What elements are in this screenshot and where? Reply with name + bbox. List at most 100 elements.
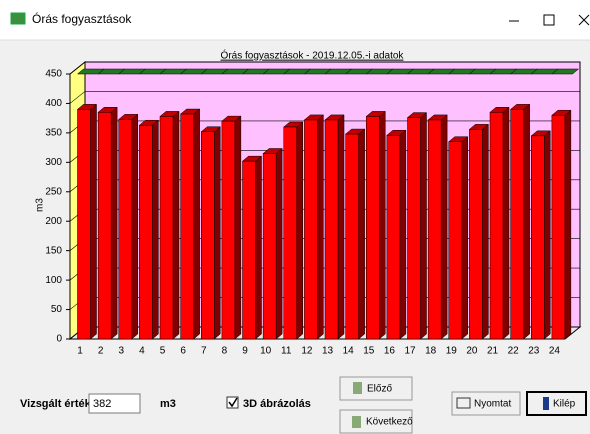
bar-side	[564, 109, 572, 340]
bar	[262, 153, 277, 340]
bar	[180, 113, 194, 340]
exit-icon	[543, 397, 549, 410]
measured-input[interactable]	[88, 393, 141, 414]
x-tick-label: 21	[487, 346, 499, 357]
x-tick-label: 6	[180, 346, 186, 357]
x-tick-label: 13	[322, 346, 334, 357]
x-tick-label: 23	[528, 346, 540, 357]
chart-title: Órás fogyasztások - 2019.12.05.-i adatok	[221, 49, 405, 62]
title-bar	[0, 0, 590, 40]
next-label: Következő	[366, 417, 413, 428]
bar-side	[523, 103, 530, 340]
exit-button[interactable]	[526, 391, 587, 416]
y-tick-label: 350	[45, 128, 62, 139]
x-tick-label: 3	[118, 346, 124, 357]
bar	[427, 119, 442, 340]
checkmark	[228, 397, 238, 408]
measured-label: Vizsgált érték	[20, 398, 92, 410]
next-icon	[352, 416, 361, 428]
checkbox-label: 3D ábrázolás	[243, 398, 311, 410]
bar-side	[317, 114, 324, 340]
bar-side	[110, 106, 118, 340]
bar-side	[234, 115, 242, 340]
bar-side	[90, 103, 97, 340]
bar	[118, 119, 132, 340]
bar	[77, 109, 91, 340]
y-tick-label: 400	[45, 98, 62, 109]
exit-label: Kilép	[553, 399, 576, 410]
bar	[97, 112, 112, 340]
y-tick-label: 300	[45, 157, 62, 168]
y-tick-label: 100	[45, 275, 62, 286]
bar-side	[275, 147, 283, 340]
x-tick-label: 10	[260, 346, 272, 357]
grid-line	[69, 61, 86, 75]
bar-side	[440, 114, 448, 340]
bar-side	[193, 108, 200, 340]
bar	[489, 112, 504, 340]
bar	[201, 131, 215, 340]
bar	[386, 134, 401, 340]
bar	[221, 120, 236, 340]
bar	[366, 116, 380, 340]
bar	[469, 129, 483, 340]
prev-label: Előző	[367, 384, 392, 395]
y-tick-label: 150	[45, 245, 62, 256]
x-tick-label: 16	[384, 346, 396, 357]
bar	[139, 124, 153, 340]
x-tick-label: 15	[363, 346, 375, 357]
print-icon	[456, 397, 471, 409]
x-tick-label: 17	[404, 346, 416, 357]
bar-side	[214, 126, 221, 340]
bar	[531, 135, 545, 340]
maximize-button[interactable]	[543, 14, 555, 26]
window-title: Órás fogyasztások	[32, 11, 132, 26]
close-button[interactable]	[578, 14, 590, 26]
bar-side	[358, 128, 365, 340]
bar-side	[337, 114, 345, 340]
bar-side	[296, 121, 303, 340]
y-tick-label: 450	[45, 69, 62, 80]
unit-label: m3	[160, 398, 176, 410]
bar	[283, 126, 297, 340]
x-tick-label: 1	[77, 346, 83, 357]
bar-side	[420, 112, 427, 340]
bar-side	[172, 110, 180, 340]
x-tick-label: 8	[222, 346, 228, 357]
x-tick-label: 11	[281, 346, 292, 357]
bar	[407, 117, 421, 340]
y-tick-label: 200	[45, 216, 62, 227]
bar	[551, 114, 566, 340]
print-label: Nyomtat	[474, 399, 511, 410]
checkbox[interactable]	[226, 396, 239, 409]
limit-mark	[551, 68, 580, 75]
x-tick-label: 4	[139, 346, 145, 357]
bar-side	[379, 110, 386, 340]
x-tick-label: 24	[549, 346, 561, 357]
bar-side	[255, 155, 262, 340]
bar-side	[502, 106, 510, 340]
bar-side	[152, 119, 159, 340]
y-tick-label: 50	[51, 304, 63, 315]
x-tick-label: 22	[508, 346, 520, 357]
bar-side	[482, 123, 489, 340]
bar-side	[461, 136, 468, 340]
y-axis-label: m3	[35, 198, 46, 212]
y-tick-label: 250	[45, 186, 62, 197]
bar	[324, 119, 339, 340]
x-tick-label: 12	[301, 346, 313, 357]
x-tick-label: 5	[160, 346, 166, 357]
x-tick-label: 7	[201, 346, 207, 357]
bar	[159, 116, 174, 340]
bar	[242, 160, 256, 340]
x-tick-label: 2	[98, 346, 104, 357]
x-tick-label: 9	[242, 346, 248, 357]
grid-line	[69, 91, 86, 104]
bar-side	[544, 130, 551, 340]
app-icon	[10, 12, 26, 25]
bar	[510, 109, 524, 340]
x-tick-label: 14	[343, 346, 355, 357]
measured-value: 382	[93, 398, 111, 410]
bar-side	[399, 129, 407, 340]
